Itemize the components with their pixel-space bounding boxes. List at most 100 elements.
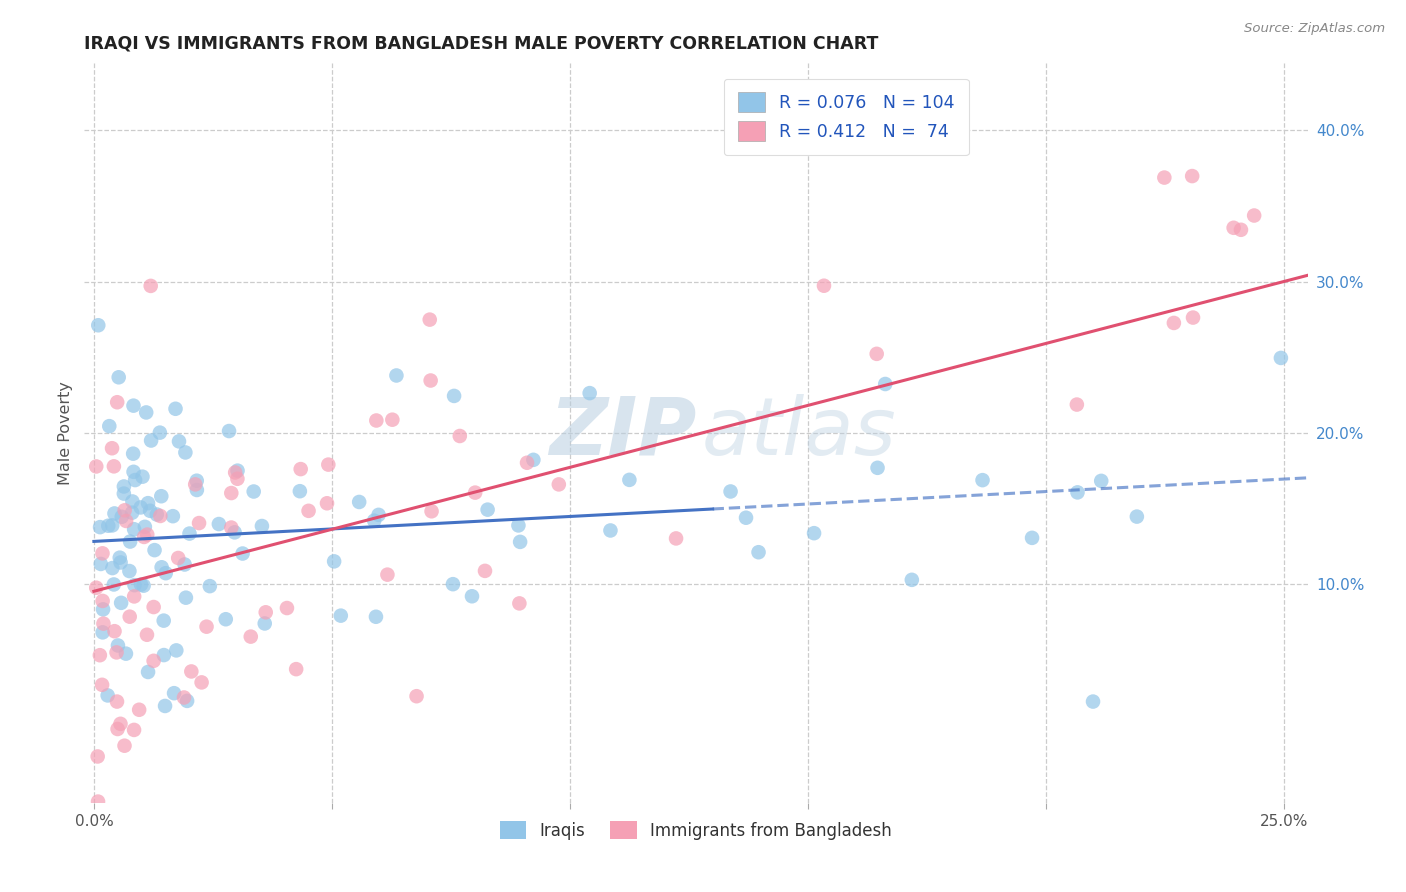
- Point: [129, 500, 152, 515]
- Point: [136, 527, 159, 541]
- Point: [86, 749, 108, 764]
- Point: [405, 689, 427, 703]
- Point: [316, 496, 339, 510]
- Point: [381, 413, 404, 427]
- Point: [142, 600, 165, 615]
- Point: [176, 694, 198, 708]
- Point: [111, 509, 134, 524]
- Point: [1243, 209, 1265, 223]
- Point: [367, 508, 389, 522]
- Text: Source: ZipAtlas.com: Source: ZipAtlas.com: [1244, 22, 1385, 36]
- Point: [163, 686, 186, 700]
- Point: [242, 484, 264, 499]
- Point: [461, 589, 484, 603]
- Point: [184, 477, 207, 491]
- Point: [219, 520, 242, 534]
- Point: [347, 495, 370, 509]
- Point: [114, 503, 136, 517]
- Point: [150, 560, 173, 574]
- Point: [118, 564, 141, 578]
- Point: [420, 504, 443, 518]
- Point: [136, 496, 159, 510]
- Point: [122, 465, 145, 479]
- Point: [150, 489, 173, 503]
- Point: [107, 639, 129, 653]
- Point: [165, 401, 187, 416]
- Point: [105, 695, 128, 709]
- Point: [186, 474, 208, 488]
- Point: [547, 477, 569, 491]
- Point: [103, 459, 125, 474]
- Point: [132, 579, 155, 593]
- Point: [87, 795, 110, 809]
- Point: [121, 494, 143, 508]
- Point: [131, 469, 153, 483]
- Point: [1126, 509, 1149, 524]
- Point: [153, 698, 176, 713]
- Point: [665, 532, 688, 546]
- Point: [103, 507, 125, 521]
- Point: [276, 601, 298, 615]
- Point: [377, 567, 399, 582]
- Point: [155, 566, 177, 581]
- Point: [124, 473, 146, 487]
- Point: [464, 485, 486, 500]
- Point: [167, 551, 190, 566]
- Point: [107, 370, 129, 384]
- Point: [363, 514, 385, 528]
- Point: [174, 445, 197, 459]
- Point: [103, 624, 125, 639]
- Point: [419, 374, 441, 388]
- Point: [101, 441, 124, 455]
- Point: [188, 516, 211, 530]
- Point: [221, 486, 243, 500]
- Point: [1090, 474, 1112, 488]
- Point: [254, 605, 277, 619]
- Point: [239, 630, 262, 644]
- Point: [98, 419, 121, 434]
- Point: [139, 504, 162, 518]
- Point: [250, 519, 273, 533]
- Point: [107, 722, 129, 736]
- Point: [89, 648, 111, 663]
- Point: [866, 460, 889, 475]
- Point: [190, 675, 212, 690]
- Point: [108, 550, 131, 565]
- Point: [89, 520, 111, 534]
- Point: [1230, 223, 1253, 237]
- Point: [135, 405, 157, 419]
- Point: [103, 577, 125, 591]
- Point: [112, 479, 135, 493]
- Point: [508, 518, 530, 533]
- Point: [1153, 170, 1175, 185]
- Point: [91, 594, 114, 608]
- Point: [91, 678, 114, 692]
- Point: [290, 462, 312, 476]
- Point: [441, 577, 464, 591]
- Point: [153, 648, 176, 662]
- Point: [146, 508, 169, 522]
- Point: [105, 395, 128, 409]
- Point: [136, 665, 159, 679]
- Point: [1021, 531, 1043, 545]
- Point: [186, 483, 208, 497]
- Point: [162, 509, 184, 524]
- Point: [215, 612, 238, 626]
- Point: [1081, 695, 1104, 709]
- Point: [173, 690, 195, 705]
- Point: [115, 647, 138, 661]
- Point: [115, 514, 138, 528]
- Point: [578, 386, 600, 401]
- Point: [84, 459, 107, 474]
- Point: [152, 614, 174, 628]
- Point: [132, 530, 155, 544]
- Point: [748, 545, 770, 559]
- Point: [87, 318, 110, 333]
- Point: [208, 516, 231, 531]
- Point: [508, 596, 530, 610]
- Point: [318, 458, 340, 472]
- Point: [1066, 485, 1088, 500]
- Point: [364, 609, 387, 624]
- Point: [134, 520, 156, 534]
- Point: [97, 689, 120, 703]
